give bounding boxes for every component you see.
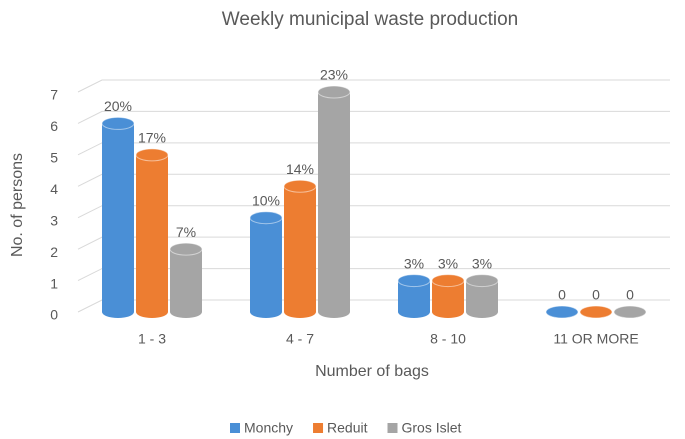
data-label: 3% xyxy=(404,255,424,271)
grid-line xyxy=(77,79,670,93)
data-label: 14% xyxy=(286,161,314,177)
bar xyxy=(466,280,498,318)
bar xyxy=(136,154,168,318)
bar xyxy=(102,123,134,318)
x-tick-label: 1 - 3 xyxy=(138,331,166,347)
data-label: 0 xyxy=(558,287,566,303)
data-label: 23% xyxy=(320,67,348,83)
legend-swatch xyxy=(313,423,324,433)
y-tick-label: 7 xyxy=(50,87,58,103)
bar-top xyxy=(249,211,283,225)
bar-top xyxy=(431,274,465,288)
data-label: 7% xyxy=(176,224,196,240)
bar xyxy=(170,249,202,318)
data-label: 20% xyxy=(104,98,132,114)
data-label: 17% xyxy=(138,130,166,146)
x-tick-label: 11 OR MORE xyxy=(553,331,638,347)
bar xyxy=(432,280,464,318)
legend-swatch xyxy=(387,423,398,433)
bar-top xyxy=(579,305,613,319)
legend-label: Gros Islet xyxy=(402,420,462,436)
bar-top xyxy=(317,85,351,99)
legend-swatch xyxy=(230,423,240,433)
bar-top xyxy=(545,305,579,319)
bar-top xyxy=(169,242,203,256)
bar xyxy=(250,217,282,318)
data-label: 0 xyxy=(626,287,634,303)
data-label: 3% xyxy=(472,255,492,271)
bar-top xyxy=(101,116,135,130)
legend-label: Monchy xyxy=(244,420,293,436)
y-tick-label: 5 xyxy=(50,150,58,166)
y-tick-label: 1 xyxy=(50,275,58,291)
x-tick-label: 4 - 7 xyxy=(286,331,314,347)
bar xyxy=(284,186,316,318)
y-tick-label: 3 xyxy=(50,212,58,228)
y-tick-label: 6 xyxy=(50,118,58,134)
grid-line xyxy=(77,110,670,124)
y-tick-label: 2 xyxy=(50,244,58,260)
bar-top xyxy=(465,274,499,288)
legend-label: Reduit xyxy=(327,420,368,436)
x-tick-label: 8 - 10 xyxy=(430,331,466,347)
data-label: 3% xyxy=(438,255,458,271)
chart-title: Weekly municipal waste production xyxy=(222,9,518,30)
y-axis-title: No. of persons xyxy=(9,153,26,257)
bar-top xyxy=(397,274,431,288)
y-tick-label: 4 xyxy=(50,181,58,197)
data-label: 10% xyxy=(252,192,280,208)
bar-top xyxy=(135,148,169,162)
bar-top xyxy=(283,179,317,193)
bar xyxy=(318,92,350,318)
bar-top xyxy=(613,305,647,319)
bar xyxy=(398,280,430,318)
y-tick-label: 0 xyxy=(50,307,58,323)
x-axis-title: Number of bags xyxy=(315,363,429,380)
data-label: 0 xyxy=(592,287,600,303)
